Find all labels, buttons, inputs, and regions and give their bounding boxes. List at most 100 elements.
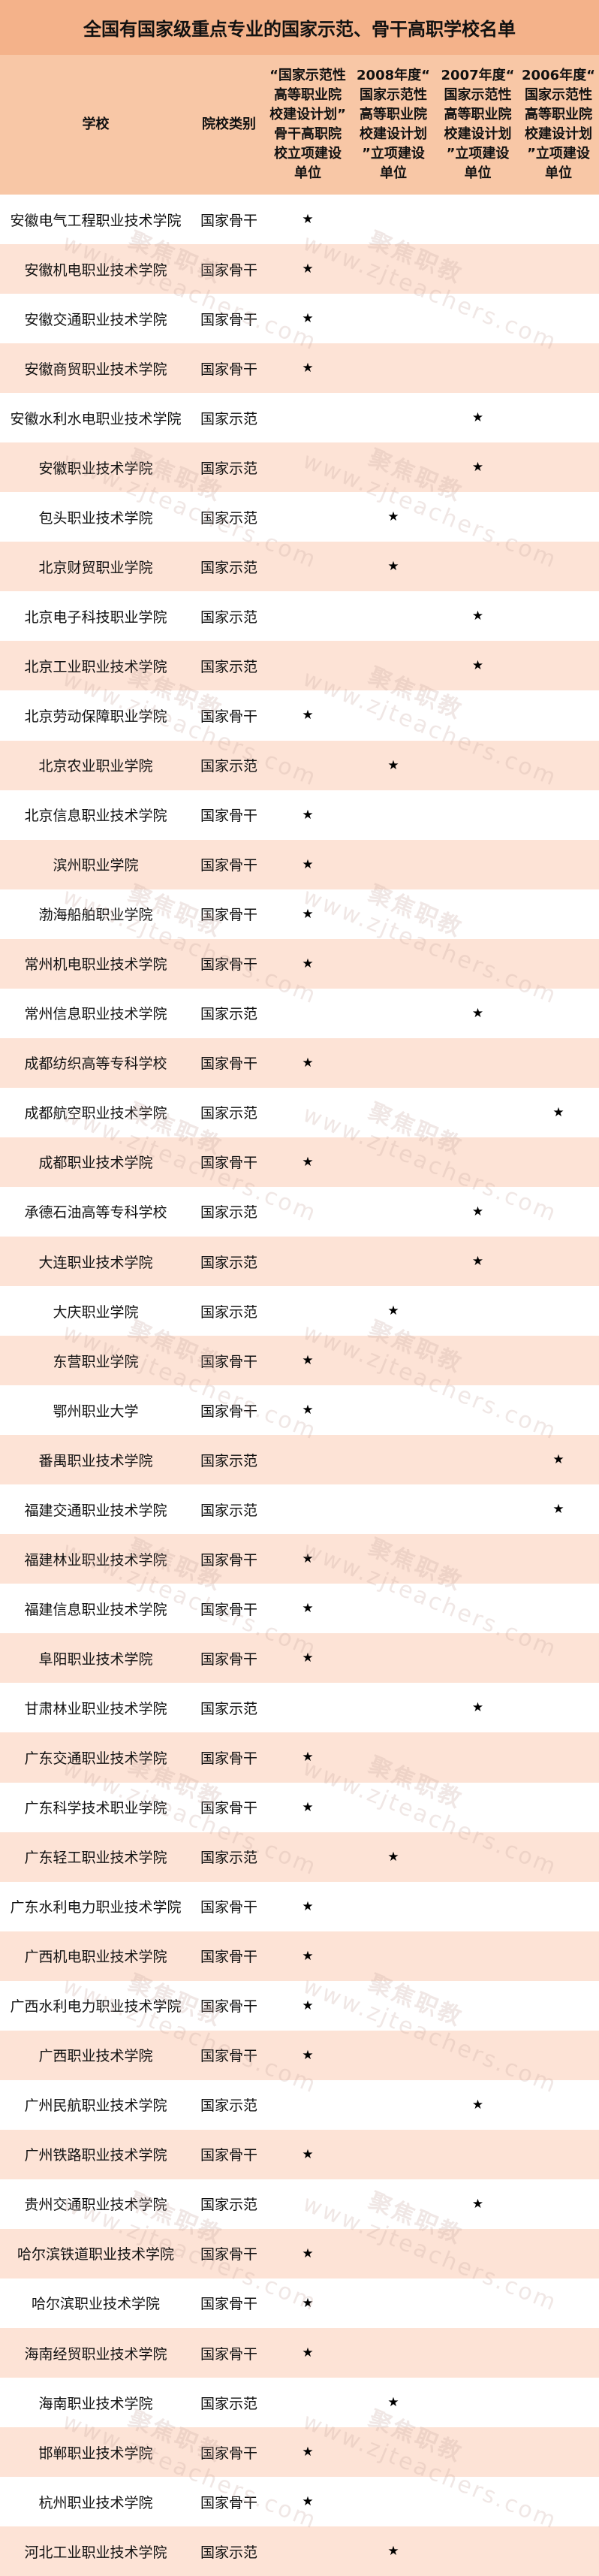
table-row: 杭州职业技术学院 国家骨干 ★: [0, 2477, 599, 2526]
table-title: 全国有国家级重点专业的国家示范、骨干高职学校名单: [83, 19, 516, 40]
table-row: 哈尔滨职业技术学院 国家骨干 ★: [0, 2279, 599, 2328]
star-icon: ★: [302, 1154, 314, 1170]
school-type: 国家骨干: [200, 857, 257, 874]
school-name: 贵州交通职业技术学院: [24, 2197, 167, 2214]
school-name: 安徽交通职业技术学院: [24, 311, 167, 328]
header-school: 学校: [82, 116, 110, 132]
school-name: 广西职业技术学院: [38, 2048, 153, 2065]
school-name: 成都航空职业技术学院: [24, 1105, 167, 1122]
school-name: 福建林业职业技术学院: [24, 1551, 167, 1569]
school-name: 海南职业技术学院: [38, 2395, 153, 2412]
school-name: 北京信息职业技术学院: [24, 808, 167, 825]
table-row: 广东水利电力职业技术学院 国家骨干 ★: [0, 1882, 599, 1931]
school-type: 国家示范: [200, 2197, 257, 2214]
school-name: 广州铁路职业技术学院: [24, 2147, 167, 2164]
star-icon: ★: [302, 1948, 314, 1964]
star-icon: ★: [471, 658, 484, 674]
star-icon: ★: [302, 2494, 314, 2510]
school-type: 国家骨干: [200, 1750, 257, 1767]
table-row: 广州铁路职业技术学院 国家骨干 ★: [0, 2129, 599, 2179]
star-icon: ★: [302, 261, 314, 277]
star-icon: ★: [387, 1303, 399, 1319]
school-type: 国家骨干: [200, 2296, 257, 2313]
star-icon: ★: [471, 2196, 484, 2212]
table-row: 渤海船舶职业学院 国家骨干 ★: [0, 889, 599, 939]
header-2008: 2008年度“ 国家示范性 高等职业院 校建设计划 ”立项建设 单位: [357, 68, 430, 181]
school-name: 番禺职业技术学院: [38, 1452, 153, 1469]
school-name: 成都纺织高等专科学校: [24, 1055, 167, 1073]
school-type: 国家骨干: [200, 2445, 257, 2462]
school-type: 国家示范: [200, 658, 257, 675]
school-type: 国家示范: [200, 2097, 257, 2115]
school-name: 安徽职业技术学院: [38, 460, 153, 477]
school-name: 常州信息职业技术学院: [24, 1006, 167, 1023]
school-type: 国家骨干: [200, 261, 257, 279]
school-type: 国家示范: [200, 1502, 257, 1519]
school-type: 国家示范: [200, 609, 257, 626]
school-name: 甘肃林业职业技术学院: [24, 1700, 167, 1717]
school-type: 国家骨干: [200, 1403, 257, 1420]
school-type: 国家骨干: [200, 1055, 257, 1073]
table-header-row: 学校 院校类别 “国家示范性 高等职业院 校建设计划” 骨干高职院 校立项建设 …: [0, 55, 599, 195]
star-icon: ★: [471, 1254, 484, 1269]
school-type: 国家示范: [200, 509, 257, 527]
school-type: 国家示范: [200, 2395, 257, 2412]
school-type: 国家示范: [200, 1452, 257, 1469]
school-name: 鄂州职业大学: [53, 1403, 139, 1420]
star-icon: ★: [302, 2047, 314, 2063]
school-type: 国家示范: [200, 1303, 257, 1321]
table-row: 安徽交通职业技术学院 国家骨干 ★: [0, 294, 599, 343]
school-type: 国家骨干: [200, 808, 257, 825]
table-row: 安徽职业技术学院 国家示范 ★: [0, 442, 599, 493]
header-2006: 2006年度“ 国家示范性 高等职业院 校建设计划 ”立项建设 单位: [522, 68, 595, 181]
table-row: 鄂州职业大学 国家骨干 ★: [0, 1385, 599, 1435]
school-type: 国家骨干: [200, 708, 257, 725]
school-type: 国家骨干: [200, 2048, 257, 2065]
school-type: 国家骨干: [200, 1551, 257, 1569]
school-type: 国家示范: [200, 2544, 257, 2561]
school-name: 福建交通职业技术学院: [24, 1502, 167, 1519]
school-name: 哈尔滨职业技术学院: [31, 2296, 160, 2313]
table-row: 北京劳动保障职业学院 国家骨干 ★: [0, 690, 599, 740]
star-icon: ★: [302, 1799, 314, 1815]
school-type: 国家骨干: [200, 2147, 257, 2164]
star-icon: ★: [302, 1898, 314, 1914]
school-type: 国家骨干: [200, 212, 257, 229]
school-name: 成都职业技术学院: [38, 1155, 153, 1172]
table-row: 大庆职业学院 国家示范 ★: [0, 1286, 599, 1336]
school-name: 广州民航职业技术学院: [24, 2097, 167, 2115]
school-type: 国家示范: [200, 410, 257, 427]
school-name: 哈尔滨铁道职业技术学院: [17, 2246, 174, 2263]
table-row: 福建交通职业技术学院 国家示范 ★: [0, 1484, 599, 1534]
school-name: 安徽机电职业技术学院: [24, 261, 167, 279]
table-row: 海南经贸职业技术学院 国家骨干 ★: [0, 2328, 599, 2378]
star-icon: ★: [302, 2445, 314, 2460]
table-row: 常州信息职业技术学院 国家示范 ★: [0, 989, 599, 1038]
table-row: 北京电子科技职业学院 国家示范 ★: [0, 591, 599, 641]
school-name: 大连职业技术学院: [38, 1254, 153, 1271]
table-row: 邯郸职业技术学院 国家骨干 ★: [0, 2427, 599, 2478]
table-row: 北京信息职业技术学院 国家骨干 ★: [0, 790, 599, 840]
table-row: 贵州交通职业技术学院 国家示范 ★: [0, 2179, 599, 2229]
school-type: 国家示范: [200, 1006, 257, 1023]
star-icon: ★: [387, 559, 399, 575]
star-icon: ★: [302, 2295, 314, 2311]
star-icon: ★: [302, 2345, 314, 2361]
school-name: 承德石油高等专科学校: [24, 1204, 167, 1222]
school-name: 广西机电职业技术学院: [24, 1949, 167, 1966]
star-icon: ★: [302, 856, 314, 872]
star-icon: ★: [471, 1005, 484, 1021]
table-body: 安徽电气工程职业技术学院 国家骨干 ★ 安徽机电职业技术学院 国家骨干 ★ 安徽交通职业技术…: [0, 195, 599, 2576]
star-icon: ★: [302, 1650, 314, 1666]
star-icon: ★: [387, 509, 399, 525]
table-row: 成都航空职业技术学院 国家示范 ★: [0, 1088, 599, 1137]
school-name: 杭州职业技术学院: [38, 2494, 153, 2511]
table-row: 广州民航职业技术学院 国家示范 ★: [0, 2080, 599, 2130]
table-row: 包头职业技术学院 国家示范 ★: [0, 492, 599, 542]
star-icon: ★: [302, 708, 314, 723]
school-type: 国家示范: [200, 1850, 257, 1867]
school-type: 国家示范: [200, 1700, 257, 1717]
school-type: 国家骨干: [200, 1949, 257, 1966]
table-row: 东营职业学院 国家骨干 ★: [0, 1336, 599, 1386]
school-name: 大庆职业学院: [53, 1303, 139, 1321]
